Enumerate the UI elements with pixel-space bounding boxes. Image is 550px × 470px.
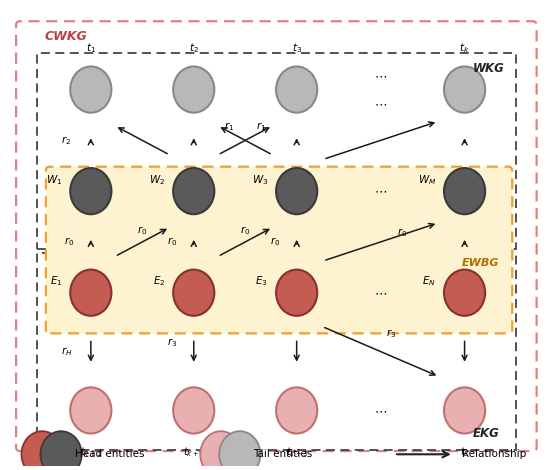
Ellipse shape: [41, 431, 81, 470]
Ellipse shape: [276, 387, 317, 433]
Text: $E_1$: $E_1$: [50, 274, 62, 288]
Ellipse shape: [173, 387, 214, 433]
Text: $r_H$: $r_H$: [60, 345, 72, 358]
Ellipse shape: [70, 387, 112, 433]
Text: $\cdots$: $\cdots$: [374, 97, 387, 110]
Ellipse shape: [173, 270, 214, 316]
Ellipse shape: [70, 270, 112, 316]
Text: Tail entities: Tail entities: [254, 449, 312, 459]
Text: $W_3$: $W_3$: [252, 172, 268, 187]
Text: $t_3$: $t_3$: [292, 41, 302, 55]
Text: $E_3$: $E_3$: [255, 274, 268, 288]
Text: $\cdots$: $\cdots$: [374, 69, 387, 82]
Text: $E_N$: $E_N$: [422, 274, 436, 288]
Text: $\cdots$: $\cdots$: [374, 404, 387, 417]
FancyBboxPatch shape: [46, 167, 512, 333]
Text: WKG: WKG: [472, 62, 504, 75]
FancyBboxPatch shape: [37, 53, 516, 249]
Text: $r_0$: $r_0$: [240, 224, 250, 237]
Ellipse shape: [276, 66, 317, 113]
Text: $r_0$: $r_0$: [137, 224, 147, 237]
Ellipse shape: [444, 387, 485, 433]
Text: $t_{k+1}$: $t_{k+1}$: [80, 445, 102, 459]
Text: $t_1$: $t_1$: [86, 41, 96, 55]
Ellipse shape: [70, 168, 112, 214]
Text: $t_L$: $t_L$: [460, 445, 469, 459]
Text: $t_{k+3}$: $t_{k+3}$: [285, 445, 307, 459]
Ellipse shape: [444, 270, 485, 316]
Text: CWKG: CWKG: [45, 30, 87, 43]
Text: $r_0$: $r_0$: [167, 235, 177, 248]
Text: $\cdots$: $\cdots$: [374, 185, 387, 198]
Text: $r_3$: $r_3$: [167, 336, 177, 349]
Text: $r_2$: $r_2$: [62, 134, 72, 147]
Text: EKG: EKG: [472, 427, 499, 440]
Text: $r_0$: $r_0$: [397, 226, 408, 239]
Ellipse shape: [173, 168, 214, 214]
Text: Relationship: Relationship: [462, 449, 526, 459]
FancyBboxPatch shape: [16, 21, 537, 451]
Text: $r_1$: $r_1$: [224, 120, 234, 133]
FancyBboxPatch shape: [37, 253, 516, 450]
Ellipse shape: [21, 431, 63, 470]
Text: $r_0$: $r_0$: [270, 235, 280, 248]
Text: $t_k$: $t_k$: [459, 41, 470, 55]
Ellipse shape: [276, 168, 317, 214]
Text: $r_0$: $r_0$: [64, 235, 74, 248]
Ellipse shape: [219, 431, 260, 470]
Ellipse shape: [70, 66, 112, 113]
Text: $r_1$: $r_1$: [256, 120, 267, 133]
Text: $r_3$: $r_3$: [386, 327, 397, 339]
Text: $W_1$: $W_1$: [46, 172, 62, 187]
Text: $t_2$: $t_2$: [189, 41, 199, 55]
Text: Head entities: Head entities: [75, 449, 144, 459]
Text: $\cdots$: $\cdots$: [374, 286, 387, 299]
Ellipse shape: [444, 66, 485, 113]
Ellipse shape: [276, 270, 317, 316]
Text: $W_2$: $W_2$: [149, 172, 165, 187]
Ellipse shape: [444, 168, 485, 214]
Text: $E_2$: $E_2$: [153, 274, 165, 288]
Text: $W_M$: $W_M$: [417, 172, 436, 187]
Ellipse shape: [200, 431, 241, 470]
Text: EWBG: EWBG: [462, 258, 499, 268]
Text: $t_{k+2}$: $t_{k+2}$: [183, 445, 205, 459]
Ellipse shape: [173, 66, 214, 113]
